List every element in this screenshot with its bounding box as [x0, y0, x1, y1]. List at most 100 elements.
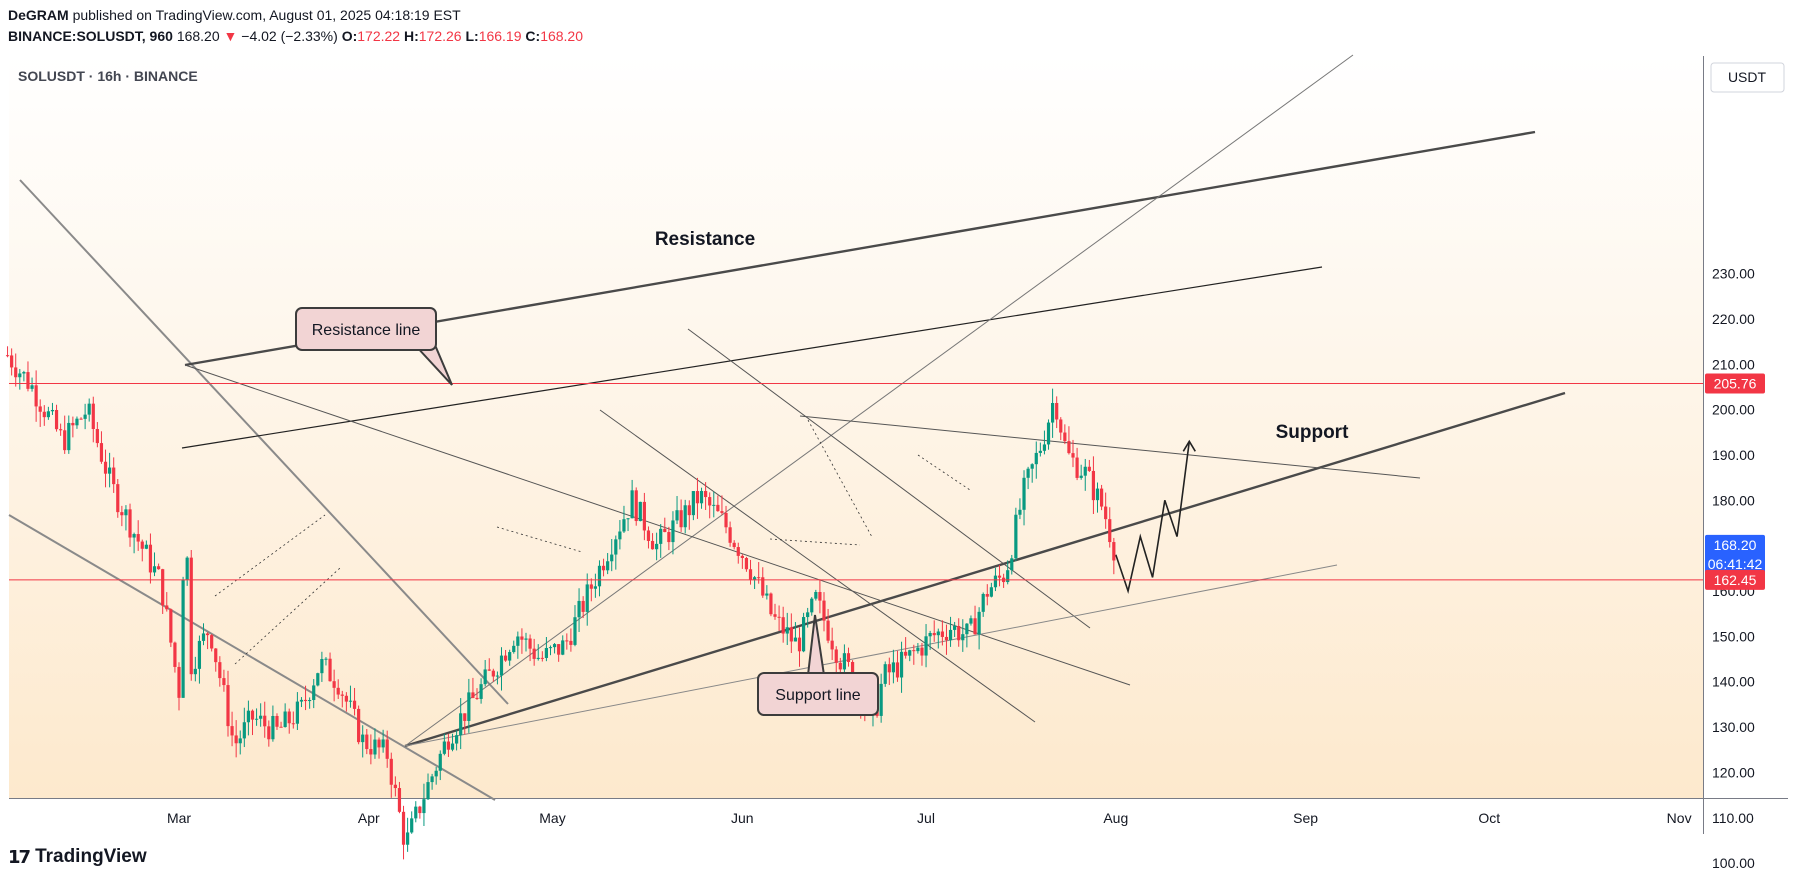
candle-body [883, 664, 887, 684]
candle-body [389, 758, 393, 785]
candle-body [781, 617, 785, 634]
candle-body [259, 715, 263, 719]
candle-body [777, 616, 781, 618]
candle-body [814, 592, 818, 599]
candle-body [38, 406, 42, 412]
candle-body [618, 531, 622, 540]
candle-body [1071, 453, 1075, 458]
candle-body [928, 632, 932, 637]
x-tick-label: Sep [1293, 810, 1318, 826]
candle-body [887, 664, 891, 673]
candle-body [646, 530, 651, 541]
x-tick-label: Jun [731, 810, 754, 826]
candle-body [108, 467, 112, 474]
candle-body [87, 403, 91, 415]
candle-body [904, 651, 908, 656]
candle-body [369, 749, 373, 755]
candle-body [581, 600, 585, 612]
candle-body [1030, 464, 1034, 469]
candle-body [46, 411, 50, 418]
candle-body [438, 753, 442, 771]
candle-body [1059, 419, 1063, 433]
candle-body [63, 430, 67, 451]
y-tick-label: 180.00 [1712, 492, 1755, 508]
candle-body [589, 584, 593, 589]
candle-body [205, 633, 210, 636]
candle-body [548, 647, 553, 649]
candle-body [324, 658, 328, 660]
candle-body [508, 652, 512, 661]
candle-body [495, 675, 500, 677]
candle-body [520, 636, 524, 640]
candle-body [1006, 570, 1010, 583]
candle-body [348, 700, 353, 702]
descending-line-b [687, 328, 1091, 629]
candle-body [769, 593, 773, 615]
candle-body [246, 710, 251, 723]
candle-body [712, 504, 716, 506]
resistance-label: Resistance [655, 229, 755, 250]
support-trend-line [799, 415, 1421, 479]
candle-body [834, 649, 838, 663]
symbol-line: BINANCE:SOLUSDT, 960 [8, 28, 173, 44]
candle-body [1063, 432, 1067, 442]
candle-body [475, 697, 479, 699]
descending-line-c [599, 409, 1036, 723]
candle-body [499, 655, 504, 676]
candle-body [230, 726, 234, 736]
candle-body [91, 403, 95, 430]
wedge-upper-line [19, 179, 509, 705]
candle-body [642, 501, 646, 531]
candle-body [908, 650, 912, 656]
candle-body [944, 636, 949, 641]
candle-body [295, 701, 299, 724]
candle-body [761, 577, 765, 596]
candle-body [161, 569, 165, 606]
candle-body [957, 625, 961, 641]
resistance-callout-text: Resistance line [312, 322, 421, 339]
candle-body [283, 711, 287, 728]
candle-body [614, 539, 618, 555]
candle-body [842, 653, 847, 670]
candle-body [467, 692, 471, 721]
candle-body [744, 558, 749, 570]
candle-body [214, 648, 218, 663]
candle-body [826, 620, 830, 641]
candle-body [450, 743, 455, 750]
publisher-name: DeGRAM [8, 7, 69, 23]
descending-line-a [184, 364, 1131, 686]
candle-body [1018, 509, 1022, 515]
candle-body [765, 593, 769, 596]
candle-body [459, 713, 463, 736]
high-label: H: [403, 28, 419, 44]
candle-body [1014, 514, 1018, 559]
y-tick-label: 100.00 [1712, 855, 1755, 871]
candle-body [312, 685, 316, 701]
x-tick-label: Aug [1103, 810, 1128, 826]
candle-body [377, 739, 381, 748]
high-value: 172.26 [418, 28, 462, 44]
brand-text: TradingView [35, 846, 147, 867]
candle-body [1112, 542, 1116, 561]
candle-body [601, 565, 606, 571]
dotted-flag-6 [917, 454, 971, 491]
candle-body [140, 541, 144, 549]
close-label: C: [525, 28, 541, 44]
candle-body [446, 741, 451, 750]
candle-body [26, 372, 30, 389]
y-tick-label: 190.00 [1712, 447, 1755, 463]
candle-body [42, 411, 46, 418]
candle-body [120, 512, 124, 516]
candle-body [606, 561, 610, 571]
candle-body [226, 685, 230, 727]
candle-body [989, 587, 993, 597]
candle-body [748, 569, 753, 580]
candle-body [953, 625, 957, 630]
tradingview-logo[interactable]: 𝟭𝟳 TradingView [8, 846, 147, 868]
candle-body [981, 593, 985, 612]
candle-body [316, 673, 320, 686]
candle-body [1087, 466, 1091, 471]
price-axis[interactable] [1704, 56, 1788, 798]
candle-body [724, 512, 728, 528]
